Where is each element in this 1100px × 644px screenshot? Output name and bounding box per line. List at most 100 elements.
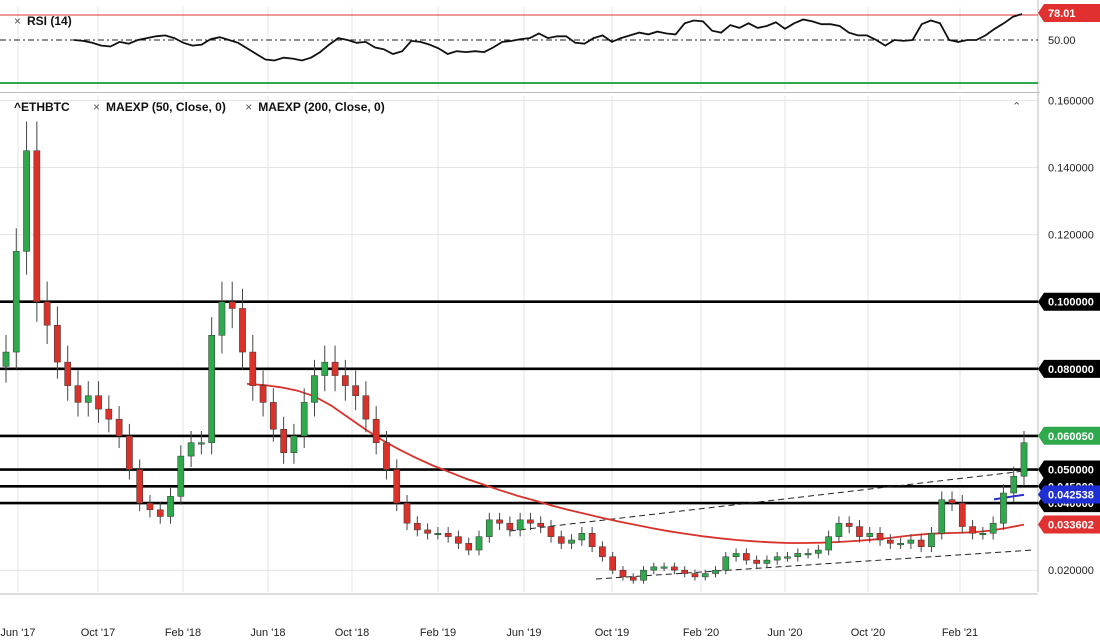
candle-body	[568, 539, 575, 544]
candle-body	[1010, 475, 1018, 494]
price-badge-bg	[1038, 426, 1100, 445]
candle	[712, 566, 719, 578]
collapse-chevron-icon[interactable]: ⌃	[1012, 101, 1022, 113]
candle	[187, 430, 195, 467]
candle	[33, 121, 41, 322]
price-badges: 0.1000000.0800000.0600500.0500000.040000…	[1038, 4, 1100, 534]
candle-body	[362, 395, 370, 420]
candle	[784, 551, 791, 562]
candle-body	[372, 418, 380, 443]
trendlines	[509, 469, 1034, 580]
candle	[208, 317, 215, 455]
candle-body	[167, 496, 174, 517]
candle-body	[455, 536, 462, 544]
candle	[136, 459, 144, 512]
candle	[773, 551, 781, 565]
candle-body	[804, 553, 812, 556]
candle-body	[239, 308, 246, 353]
price-badge: 0.060050	[1038, 426, 1100, 445]
candle-body	[23, 150, 30, 252]
candle	[845, 516, 853, 534]
candle	[2, 334, 10, 383]
candle	[753, 555, 760, 568]
candle	[928, 527, 935, 553]
candle-body	[856, 526, 863, 537]
candle-body	[547, 526, 555, 537]
price-tick-label: 0.120000	[1048, 230, 1094, 242]
candle-body	[259, 385, 267, 403]
candle	[876, 527, 884, 546]
time-tick-label: Feb '19	[420, 627, 456, 639]
candle	[465, 537, 473, 556]
candle-body	[928, 533, 935, 547]
candle	[167, 487, 174, 524]
time-tick-label: Jun '19	[506, 627, 541, 639]
candle-body	[2, 351, 10, 367]
candle	[434, 527, 442, 540]
candle-body	[650, 566, 658, 571]
candle	[701, 569, 709, 581]
price-badge-bg	[1038, 460, 1100, 479]
candle	[886, 534, 894, 549]
candle-body	[156, 509, 164, 517]
rsi-header[interactable]: × RSI (14)	[14, 14, 72, 28]
candle	[979, 527, 987, 540]
price-badge: 0.033602	[1038, 515, 1100, 534]
candle	[537, 516, 545, 534]
candle-body	[1000, 492, 1007, 524]
candle-body	[12, 251, 20, 353]
remove-indicator-1-icon[interactable]: ×	[93, 100, 101, 114]
price-badge-text: 0.033602	[1048, 520, 1094, 532]
rsi-series-line	[73, 13, 1023, 62]
candle-body	[527, 519, 534, 524]
time-axis: Jun '17 Oct '17 Feb '18 Jun '18 Oct '18 Feb '…	[0, 627, 978, 639]
candle-body	[249, 351, 257, 386]
candle	[383, 430, 390, 480]
candle-body	[187, 442, 195, 457]
candle-body	[763, 559, 771, 564]
price-badge-text: 0.100000	[1048, 297, 1094, 309]
candle-body	[475, 536, 483, 551]
candle-body	[413, 522, 421, 531]
candle	[825, 530, 832, 556]
price-tick-label: 0.140000	[1048, 163, 1094, 175]
price-badge-text: 0.060050	[1048, 431, 1094, 443]
candle-body	[228, 301, 236, 309]
candle	[938, 491, 946, 540]
indicator-2-label: MAEXP (200, Close, 0)	[258, 100, 385, 114]
candle-body	[712, 569, 719, 574]
candle	[403, 495, 411, 531]
candle	[126, 423, 133, 480]
remove-indicator-2-icon[interactable]: ×	[245, 100, 253, 114]
rsi-axis-label: 50.00	[1048, 35, 1076, 47]
time-tick-label: Oct '19	[595, 627, 630, 639]
candle-body	[208, 335, 215, 443]
candle	[362, 381, 370, 433]
candle-body	[866, 533, 874, 537]
candle-body	[938, 499, 946, 534]
candle	[763, 555, 771, 568]
candle	[989, 516, 997, 540]
main-header: ^ETHBTC × MAEXP (50, Close, 0) × MAEXP (20…	[14, 100, 385, 114]
remove-rsi-icon[interactable]: ×	[14, 14, 22, 28]
candle-body	[660, 566, 668, 569]
time-tick-label: Oct '17	[81, 627, 116, 639]
candle-body	[434, 533, 442, 536]
candle-body	[619, 569, 627, 578]
candle	[259, 370, 267, 417]
candle	[619, 566, 627, 581]
price-tick-label: 0.160000	[1048, 95, 1094, 107]
candle-body	[424, 529, 431, 534]
candle	[743, 548, 750, 565]
candle-body	[722, 556, 730, 571]
candle	[95, 381, 102, 423]
panel-divider[interactable]	[0, 92, 1040, 93]
candle-body	[331, 361, 339, 376]
candle-body	[691, 573, 699, 578]
candle-body	[105, 408, 113, 420]
price-badge-bg	[1038, 359, 1100, 378]
symbol-label: ^ETHBTC	[14, 100, 70, 114]
ema-50-line	[993, 493, 1025, 501]
candle-body	[825, 536, 832, 551]
